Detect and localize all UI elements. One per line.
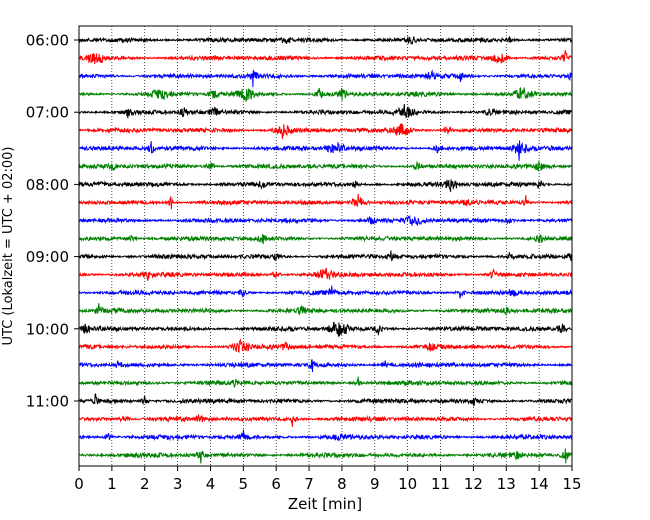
x-tick-label: 1 (107, 475, 117, 493)
seismogram-trace (78, 160, 573, 172)
seismogram-trace (78, 250, 573, 262)
y-tick-label: 09:00 (26, 248, 69, 266)
y-axis: 06:00 07:00 08:00 09:00 10:00 11:00 (26, 32, 79, 411)
x-tick-label: 8 (337, 475, 347, 493)
seismogram-trace (78, 35, 573, 45)
seismogram-trace (78, 359, 573, 373)
x-axis: 0 1 2 3 4 5 6 7 8 9 10 11 12 13 14 15 (74, 466, 582, 493)
x-tick-label: 4 (206, 475, 216, 493)
seismogram-trace (78, 103, 573, 119)
y-tick-label: 10:00 (26, 320, 69, 338)
x-tick-label: 2 (140, 475, 150, 493)
x-tick-label: 11 (431, 475, 450, 493)
grid-lines (111, 26, 540, 466)
x-tick-label: 15 (562, 475, 581, 493)
seismogram-trace (78, 179, 573, 192)
y-tick-label: 06:00 (26, 32, 69, 50)
x-tick-label: 12 (464, 475, 483, 493)
seismogram-trace (78, 69, 573, 87)
x-tick-label: 0 (74, 475, 84, 493)
seismogram-trace (78, 338, 573, 354)
seismogram-trace (78, 267, 573, 282)
y-axis-label: UTC (Lokalzeit = UTC + 02:00) (1, 147, 16, 346)
seismogram-trace (78, 50, 573, 64)
seismogram-trace (78, 413, 573, 427)
seismogram-trace (78, 321, 573, 337)
x-axis-label: Zeit [min] (288, 495, 362, 513)
seismogram-trace (78, 214, 573, 226)
seismogram-trace (78, 123, 573, 139)
y-tick-label: 08:00 (26, 176, 69, 194)
seismogram-trace (78, 233, 573, 245)
x-tick-label: 6 (271, 475, 281, 493)
seismogram-traces (78, 35, 573, 464)
seismogram-trace (78, 86, 573, 102)
seismogram-trace (78, 285, 573, 299)
x-tick-label: 3 (173, 475, 183, 493)
y-tick-label: 07:00 (26, 104, 69, 122)
x-tick-label: 14 (530, 475, 549, 493)
x-tick-label: 13 (497, 475, 516, 493)
x-tick-label: 5 (239, 475, 249, 493)
plot-frame (78, 25, 573, 467)
seismogram-trace (78, 393, 573, 407)
x-tick-label: 10 (398, 475, 417, 493)
seismogram-trace (78, 303, 573, 317)
seismogram-trace (78, 140, 573, 161)
x-tick-label: 9 (370, 475, 380, 493)
seismogram-trace (78, 429, 573, 442)
seismogram-trace (78, 448, 573, 464)
y-tick-label: 11:00 (26, 393, 69, 411)
seismogram-trace (78, 376, 573, 389)
seismogram-trace (78, 193, 573, 210)
x-tick-label: 7 (304, 475, 314, 493)
